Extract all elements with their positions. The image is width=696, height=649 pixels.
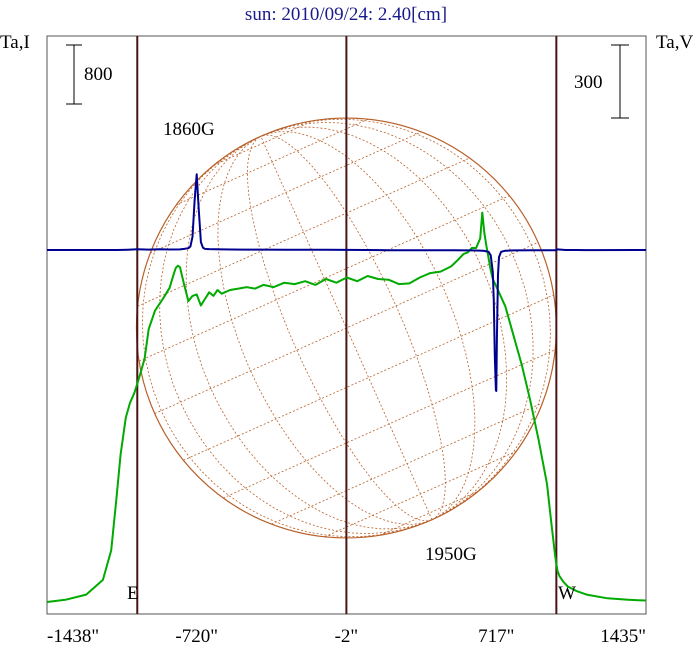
left-axis-label: Ta,I <box>0 32 30 53</box>
x-tick-label: 1435" <box>600 626 646 647</box>
polarization-series-line <box>47 173 647 392</box>
x-tick-labels: -1438" -720" -2" 717" 1435" <box>47 626 646 647</box>
globe-longitude-line <box>246 135 433 522</box>
series-lines <box>46 173 647 603</box>
globe-latitude-line <box>176 118 369 206</box>
right-scale-bar-label: 300 <box>574 72 603 93</box>
globe-latitude-line <box>137 157 470 307</box>
left-scale-bar-label: 800 <box>84 64 113 85</box>
x-tick-label: -720" <box>175 626 218 647</box>
annotation-1950g: 1950G <box>425 544 477 565</box>
globe-longitude-line <box>260 122 534 521</box>
globe-longitude-line <box>260 118 551 521</box>
left-scale-bar: 800 <box>66 44 113 105</box>
x-tick-label: 717" <box>478 626 514 647</box>
globe-longitude-line <box>260 131 476 521</box>
west-limb-label: W <box>558 583 576 604</box>
east-limb-label: E <box>127 583 139 604</box>
globe-longitude-line <box>217 135 433 525</box>
globe-longitude-line <box>260 126 508 521</box>
x-tick-label: -1438" <box>47 626 99 647</box>
x-tick-label: -2" <box>335 626 359 647</box>
intensity-series-line <box>46 211 647 603</box>
chart-title: sun: 2010/09/24: 2.40[cm] <box>245 4 447 25</box>
globe-latitude-line <box>150 131 422 254</box>
globe-latitude-line <box>379 490 479 536</box>
globe-longitude-line <box>185 135 433 530</box>
right-scale-bar: 300 <box>574 44 629 119</box>
globe-longitude-line <box>159 135 433 534</box>
vertical-lines <box>136 36 558 614</box>
annotation-1860g: 1860G <box>163 119 215 140</box>
globe-longitude-line <box>260 134 446 521</box>
right-axis-label: Ta,V <box>656 32 693 53</box>
globe-longitude-line <box>141 135 433 538</box>
